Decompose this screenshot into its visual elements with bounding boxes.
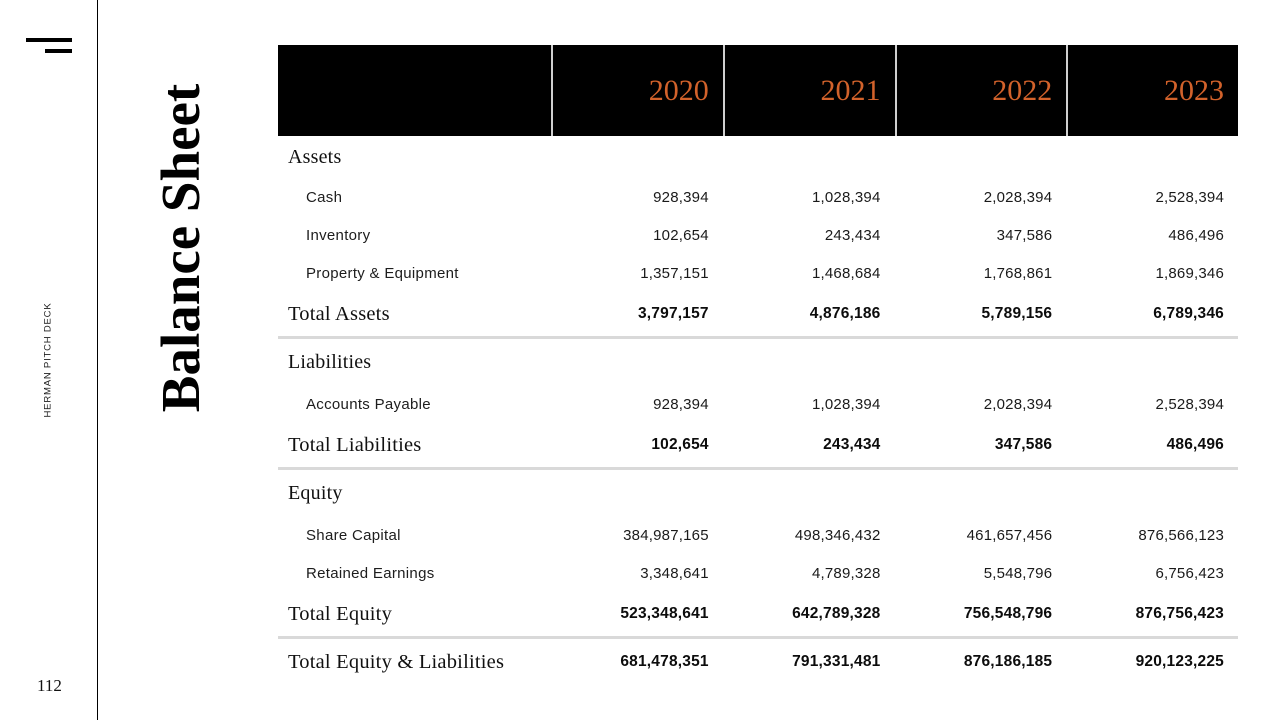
cell-value: 384,987,165 (623, 526, 709, 544)
cell-value: 876,756,423 (1135, 605, 1224, 622)
year-column-header: 2023 (1068, 45, 1238, 136)
cell-value: 102,654 (651, 436, 709, 453)
cell-value: 243,434 (824, 226, 881, 244)
grand-total-row: Total Equity & Liabilities 681,478,351 791… (278, 639, 1238, 685)
cell-value: 4,876,186 (809, 305, 881, 322)
table-row: Inventory 102,654 243,434 347,586 486,496 (278, 216, 1238, 254)
cell-value: 681,478,351 (620, 653, 709, 670)
year-column-header: 2022 (896, 45, 1067, 136)
cell-value: 5,548,796 (983, 564, 1053, 582)
year-column-header: 2021 (724, 45, 895, 136)
row-label: Property & Equipment (306, 264, 459, 282)
menu-bar-top (26, 38, 72, 42)
row-label: Retained Earnings (306, 564, 435, 582)
section-separator (278, 636, 1238, 639)
total-row: Total Liabilities 102,654 243,434 347,586 48… (278, 423, 1238, 467)
brand-text: HERMAN PITCH DECK (42, 302, 54, 418)
section-title: Equity (288, 481, 343, 504)
cell-value: 920,123,225 (1135, 653, 1224, 670)
cell-value: 642,789,328 (792, 605, 881, 622)
cell-value: 347,586 (994, 436, 1053, 453)
cell-value: 486,496 (1168, 226, 1224, 244)
row-label: Cash (306, 188, 343, 206)
table-row: Accounts Payable 928,394 1,028,394 2,028,39… (278, 385, 1238, 423)
cell-value: 1,468,684 (811, 264, 881, 282)
cell-value: 102,654 (653, 226, 709, 244)
cell-value: 791,331,481 (792, 653, 881, 670)
table-row: Cash 928,394 1,028,394 2,028,394 2,528,394 (278, 178, 1238, 216)
cell-value: 2,528,394 (1155, 188, 1224, 206)
balance-sheet-table: 2020 2021 2022 2023 Assets Cash 928,394 1,028,… (278, 45, 1238, 685)
section-header-row: Assets (278, 136, 1238, 178)
menu-bar-bottom (45, 49, 72, 53)
table-row: Share Capital 384,987,165 498,346,432 461,6… (278, 516, 1238, 554)
row-label: Accounts Payable (306, 395, 431, 413)
total-row: Total Assets 3,797,157 4,876,186 5,789,156 6… (278, 292, 1238, 336)
table-row: Property & Equipment 1,357,151 1,468,684 1,… (278, 254, 1238, 292)
sidebar-divider (97, 0, 98, 720)
cell-value: 523,348,641 (620, 605, 709, 622)
page-title: Balance Sheet (150, 83, 211, 413)
cell-value: 2,028,394 (983, 188, 1053, 206)
cell-value: 4,789,328 (811, 564, 881, 582)
section-separator (278, 467, 1238, 470)
cell-value: 876,566,123 (1138, 526, 1224, 544)
cell-value: 1,768,861 (983, 264, 1053, 282)
cell-value: 1,028,394 (811, 395, 881, 413)
row-label: Total Assets (288, 302, 390, 325)
section-title: Liabilities (288, 350, 372, 373)
year-column-header: 2020 (553, 45, 723, 136)
table-body: Assets Cash 928,394 1,028,394 2,028,394 2,528… (278, 136, 1238, 685)
table-header-row: 2020 2021 2022 2023 (278, 45, 1238, 136)
cell-value: 498,346,432 (794, 526, 881, 544)
cell-value: 928,394 (653, 395, 709, 413)
cell-value: 6,789,346 (1153, 305, 1224, 322)
row-label: Total Equity & Liabilities (288, 650, 505, 673)
cell-value: 461,657,456 (966, 526, 1053, 544)
cell-value: 6,756,423 (1155, 564, 1224, 582)
cell-value: 486,496 (1166, 436, 1224, 453)
cell-value: 876,186,185 (963, 653, 1053, 670)
page-number: 112 (37, 676, 62, 695)
cell-value: 347,586 (996, 226, 1053, 244)
cell-value: 1,357,151 (640, 264, 709, 282)
cell-value: 243,434 (823, 436, 881, 453)
section-header-row: Equity (278, 470, 1238, 516)
section-header-row: Liabilities (278, 339, 1238, 385)
section-title: Assets (288, 145, 342, 168)
cell-value: 756,548,796 (963, 605, 1053, 622)
cell-value: 5,789,156 (981, 305, 1053, 322)
cell-value: 2,028,394 (983, 395, 1053, 413)
table-row: Retained Earnings 3,348,641 4,789,328 5,548… (278, 554, 1238, 592)
total-row: Total Equity 523,348,641 642,789,328 756,54… (278, 592, 1238, 636)
row-label: Share Capital (306, 526, 401, 544)
menu-icon[interactable] (26, 38, 72, 53)
cell-value: 2,528,394 (1155, 395, 1224, 413)
row-label: Inventory (306, 226, 371, 244)
cell-value: 928,394 (653, 188, 709, 206)
cell-value: 3,348,641 (640, 564, 709, 582)
section-separator (278, 336, 1238, 339)
cell-value: 1,028,394 (811, 188, 881, 206)
row-label: Total Liabilities (288, 433, 422, 456)
cell-value: 1,869,346 (1155, 264, 1224, 282)
table-corner-cell (278, 45, 551, 136)
row-label: Total Equity (288, 602, 393, 625)
cell-value: 3,797,157 (637, 305, 709, 322)
